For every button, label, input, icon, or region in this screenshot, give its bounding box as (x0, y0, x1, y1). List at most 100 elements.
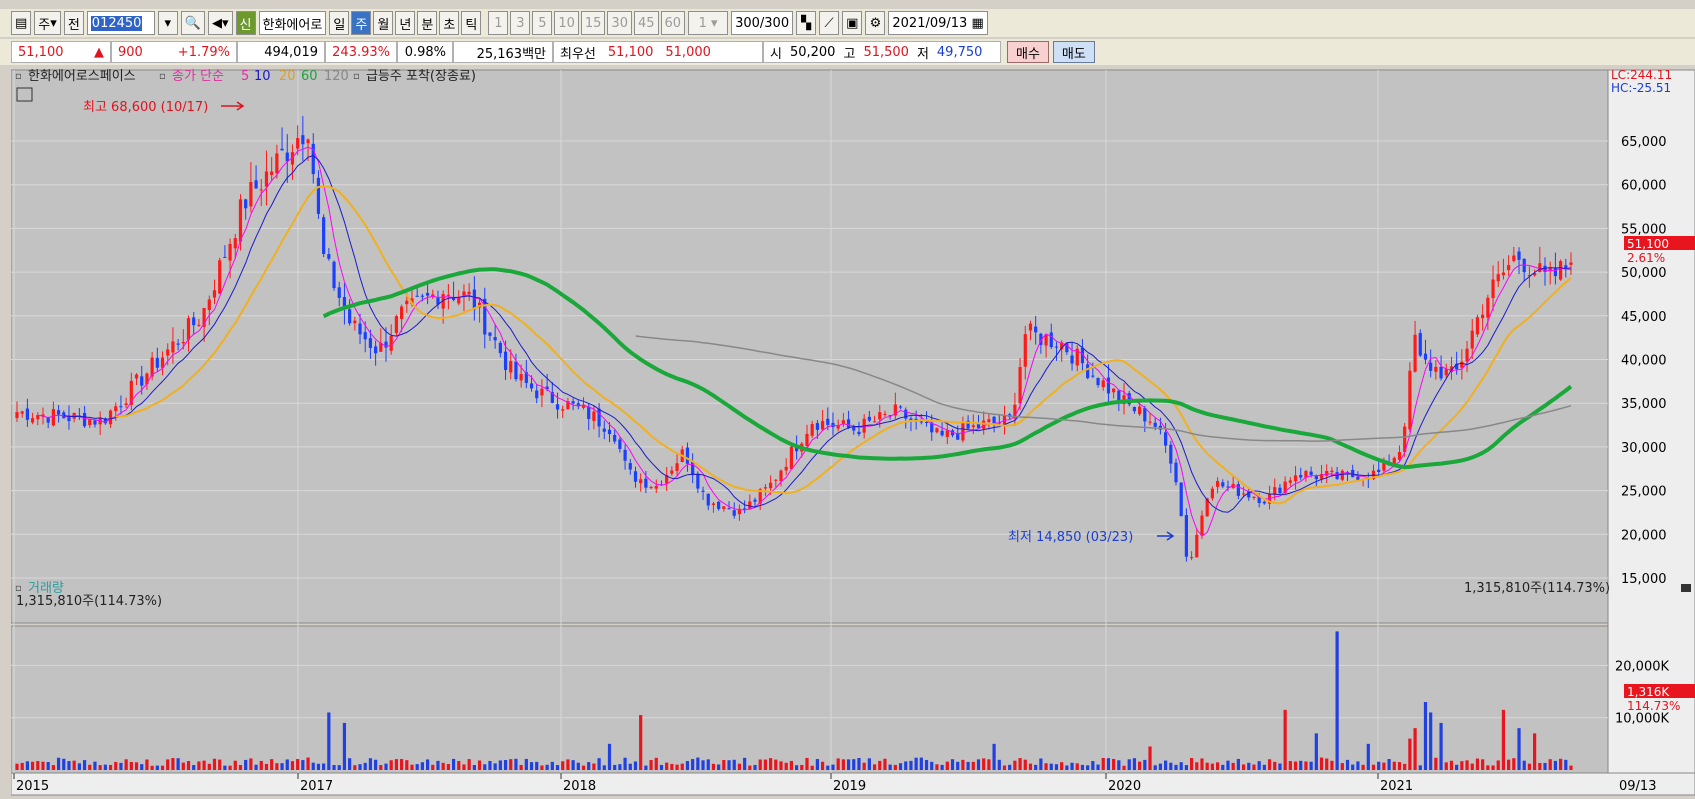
count-input[interactable]: 300/300 (731, 11, 794, 35)
candle-body (1559, 261, 1563, 280)
period-button-2[interactable]: 월 (373, 11, 394, 35)
sell-button[interactable]: 매도 (1052, 41, 1095, 63)
candle-body (1018, 367, 1022, 404)
interval-button-4[interactable]: 15 (580, 11, 606, 35)
volume-bar (1288, 761, 1292, 770)
date-input[interactable]: 2021/09/13 ▦ (888, 11, 988, 35)
interval-button-7[interactable]: 60 (660, 11, 686, 35)
save-icon[interactable]: ▣ (842, 11, 863, 35)
candle-body (618, 439, 622, 449)
volume-tick-label: 20,000K (1615, 659, 1669, 674)
candle-body (394, 316, 399, 333)
stock-code-input[interactable]: 012450 (86, 11, 155, 35)
volume-bar (727, 760, 731, 770)
candle-body (613, 434, 617, 442)
candle-body (342, 297, 347, 310)
interval-button-1[interactable]: 3 (510, 11, 531, 35)
volume-bar (129, 761, 133, 770)
volume-bar (1429, 712, 1433, 770)
volume-bar (1164, 760, 1168, 770)
volume-bar (774, 759, 778, 770)
speaker-icon[interactable]: ◀▾ (207, 11, 233, 35)
interval-button-0[interactable]: 1 (488, 11, 509, 35)
candle-body (711, 503, 716, 505)
volume-bar (1267, 759, 1272, 770)
candle-body (1444, 369, 1448, 376)
volume-bar (1512, 758, 1516, 770)
volume-bar (103, 764, 107, 770)
volume-bar (581, 765, 586, 770)
volume-bar (472, 764, 476, 770)
volume: 494,019 (237, 41, 325, 63)
candle-body (1460, 361, 1464, 368)
candle-body (176, 343, 180, 345)
candle-body (519, 374, 523, 381)
period-button-5[interactable]: 초 (439, 11, 460, 35)
prev-button[interactable]: 전 (63, 11, 84, 35)
candle-body (56, 410, 61, 415)
candle-body (514, 361, 518, 380)
period-button-6[interactable]: 틱 (461, 11, 482, 35)
new-badge[interactable]: 신 (235, 11, 256, 35)
settings-gear-icon[interactable]: ⚙ (865, 11, 886, 35)
volume-bar (956, 761, 960, 770)
candle-body (244, 199, 248, 209)
volume-bar (971, 761, 975, 770)
candle-body (264, 171, 269, 187)
volume-bar (1252, 764, 1256, 770)
volume-bar (93, 761, 97, 770)
volume-bar (41, 761, 45, 770)
period-button-3[interactable]: 년 (395, 11, 416, 35)
interval-button-6[interactable]: 45 (633, 11, 659, 35)
volume-bar (290, 761, 295, 770)
interval-button-3[interactable]: 10 (554, 11, 579, 35)
tool-icon-2[interactable]: ⟋ (819, 11, 840, 35)
candle-body (441, 294, 445, 309)
volume-bar (296, 759, 300, 770)
period-button-0[interactable]: 일 (329, 11, 350, 35)
candle-body (446, 294, 450, 296)
stock-name: 한화에어로 (258, 11, 327, 35)
period-button-4[interactable]: 분 (417, 11, 438, 35)
candle-body (1330, 470, 1334, 473)
volume-bar (327, 712, 331, 770)
code-dropdown-icon[interactable]: ▾ (157, 11, 178, 35)
volume-bar (503, 760, 508, 770)
hc-label: HC:-25.51 (1611, 81, 1671, 95)
volume-bar (1356, 761, 1360, 770)
candle-body (1273, 487, 1277, 495)
volume-bar (233, 760, 237, 770)
candle-body (358, 323, 362, 335)
interval-button-2[interactable]: 5 (532, 11, 553, 35)
interval-button-5[interactable]: 30 (607, 11, 632, 35)
candle-body (451, 297, 456, 300)
search-icon[interactable]: 🔍 (180, 11, 205, 35)
buy-button[interactable]: 매수 (1007, 41, 1049, 63)
volume-bar (1486, 765, 1490, 770)
candle-body (509, 361, 513, 373)
volume-bar (987, 759, 991, 770)
candle-body (389, 336, 393, 351)
candle-body (1491, 279, 1495, 299)
candle-body (1054, 346, 1059, 348)
volume-bar (1106, 758, 1111, 770)
volume-bar (1351, 764, 1355, 770)
volume-bar (1543, 762, 1547, 770)
volume-bar (51, 765, 55, 770)
candle-body (436, 297, 440, 305)
count-select[interactable]: 1 ▾ (688, 11, 729, 35)
candle-body (197, 324, 201, 326)
tool-icon-1[interactable]: ▚ (796, 11, 817, 35)
volume-bar (441, 762, 445, 770)
candle-body (327, 254, 331, 259)
market-select[interactable]: 주 ▾ (34, 11, 61, 35)
candle-body (857, 431, 861, 435)
volume-bar (976, 759, 981, 770)
volume-bar (748, 765, 752, 770)
stock-chart[interactable]: 65,000 60,000 55,000 50,000 45,000 40,000 35,0… (11, 68, 1695, 799)
volume-bar (1236, 758, 1240, 770)
layout-icon[interactable]: ▤ (11, 11, 32, 35)
volume-bar (898, 763, 903, 770)
candle-body (706, 493, 710, 506)
period-button-1[interactable]: 주 (351, 11, 372, 35)
